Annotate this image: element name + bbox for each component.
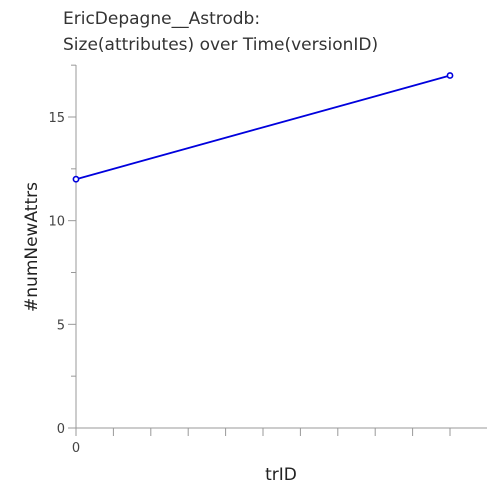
x-axis-ticks: 0: [72, 428, 451, 456]
chart-title-line-1: EricDepagne__Astrodb:: [63, 9, 260, 29]
plot-area: 0 5 10 15 0: [48, 64, 487, 456]
y-tick-label: 10: [48, 215, 65, 230]
data-point: [446, 72, 454, 79]
x-axis-label: trID: [265, 465, 297, 485]
chart-title-line-2: Size(attributes) over Time(versionID): [63, 35, 378, 55]
y-axis-ticks: 0 5 10 15: [48, 64, 76, 437]
y-tick-label: 15: [48, 111, 65, 126]
x-tick-label: 0: [72, 441, 80, 456]
y-axis-label: #numNewAttrs: [22, 182, 42, 312]
y-tick-label: 0: [57, 422, 65, 437]
series-line: [75, 74, 451, 181]
data-point: [72, 175, 80, 183]
series-layer: [72, 72, 454, 183]
y-tick-label: 5: [57, 318, 65, 333]
